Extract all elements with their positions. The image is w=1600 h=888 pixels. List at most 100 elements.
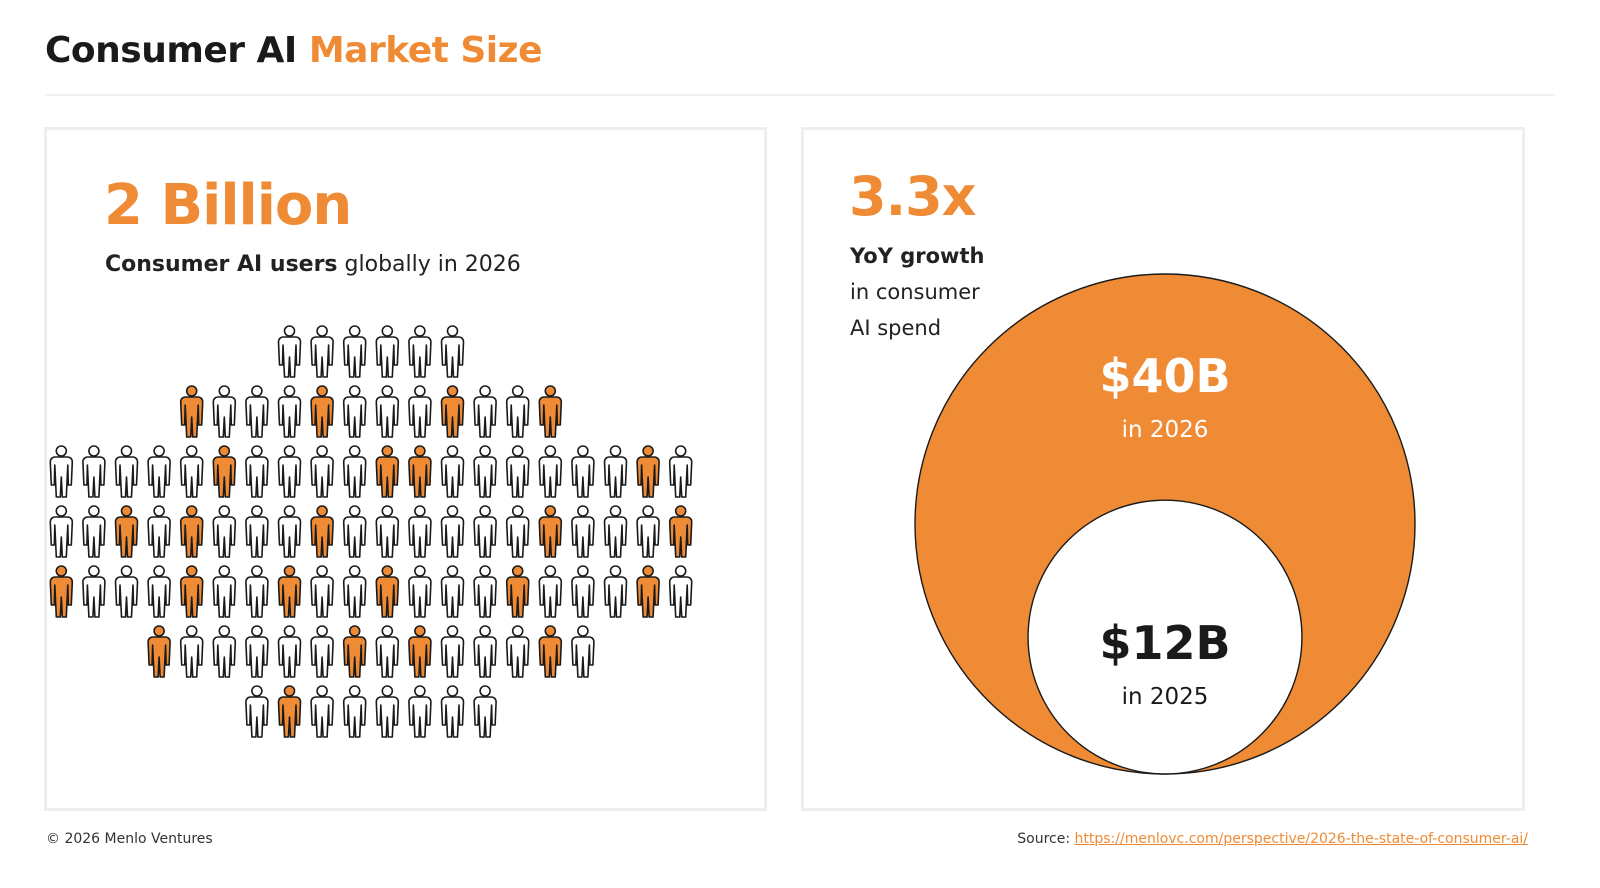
person-head <box>511 505 524 517</box>
person-icon <box>375 325 400 378</box>
person-head <box>642 565 654 577</box>
person-head <box>218 625 231 637</box>
person-head <box>414 625 426 637</box>
person-body <box>505 396 530 438</box>
person-body <box>342 696 367 738</box>
person-head <box>283 625 296 637</box>
person-icon <box>473 685 497 738</box>
person-body <box>408 396 432 438</box>
person-head <box>316 625 328 637</box>
person-icon-highlighted <box>440 385 465 438</box>
person-body <box>473 576 497 618</box>
person-icon <box>310 625 334 678</box>
person-head <box>544 505 557 517</box>
person-icon-highlighted <box>277 685 302 738</box>
person-icon-highlighted <box>179 505 204 558</box>
person-icon <box>538 565 563 618</box>
person-icon <box>440 445 465 498</box>
person-head <box>479 565 491 577</box>
person-icon <box>245 385 269 438</box>
person-icon <box>440 685 465 738</box>
person-icon <box>245 505 269 558</box>
person-icon <box>571 445 595 498</box>
person-icon <box>636 505 660 558</box>
person-head <box>414 385 426 397</box>
person-head <box>251 385 263 397</box>
person-icon <box>114 445 139 498</box>
person-icon-highlighted <box>538 505 563 558</box>
person-head <box>283 325 296 337</box>
person-body <box>375 576 400 618</box>
person-head <box>251 565 263 577</box>
person-body <box>342 636 367 678</box>
person-icon <box>147 445 171 498</box>
person-icon <box>408 565 432 618</box>
person-icon <box>473 565 497 618</box>
person-icon-highlighted <box>342 625 367 678</box>
person-head <box>577 445 589 457</box>
person-icon <box>668 565 693 618</box>
person-body <box>245 696 269 738</box>
person-head <box>120 445 133 457</box>
person-icon <box>440 565 465 618</box>
person-body <box>245 636 269 678</box>
source-note: Source: https://menlovc.com/perspective/… <box>1017 831 1528 847</box>
source-link[interactable]: https://menlovc.com/perspective/2026-the… <box>1074 831 1528 847</box>
person-icon <box>114 565 139 618</box>
person-head <box>642 505 654 517</box>
person-icon <box>49 505 74 558</box>
person-head <box>479 505 491 517</box>
person-head <box>414 505 426 517</box>
person-body <box>440 696 465 738</box>
person-head <box>283 385 296 397</box>
users-stat: 2 Billion <box>104 173 352 238</box>
person-icon <box>82 445 106 498</box>
person-body <box>342 396 367 438</box>
person-body <box>440 456 465 498</box>
person-body <box>310 336 334 378</box>
source-label: Source: <box>1017 831 1071 847</box>
person-head <box>479 385 491 397</box>
person-body <box>571 636 595 678</box>
person-icon <box>179 625 204 678</box>
person-icon <box>179 445 204 498</box>
person-body <box>49 456 74 498</box>
person-head <box>577 565 589 577</box>
title-main: Consumer AI <box>45 30 297 71</box>
person-body <box>245 456 269 498</box>
person-icon <box>277 505 302 558</box>
person-body <box>408 456 432 498</box>
person-head <box>120 565 133 577</box>
person-icon-highlighted <box>375 445 400 498</box>
person-body <box>571 456 595 498</box>
copyright: © 2026 Menlo Ventures <box>46 831 213 847</box>
person-head <box>348 325 361 337</box>
person-body <box>179 456 204 498</box>
person-head <box>511 385 524 397</box>
person-head <box>674 505 687 517</box>
person-body <box>538 396 563 438</box>
person-body <box>179 516 204 558</box>
person-icon <box>310 685 334 738</box>
person-body <box>408 696 432 738</box>
person-head <box>316 565 328 577</box>
person-body <box>342 456 367 498</box>
person-icon <box>310 565 334 618</box>
person-icon-highlighted <box>49 565 74 618</box>
person-body <box>310 636 334 678</box>
person-head <box>381 385 394 397</box>
person-icon <box>82 565 106 618</box>
person-body <box>245 396 269 438</box>
person-body <box>375 636 400 678</box>
person-body <box>440 336 465 378</box>
person-head <box>446 685 459 697</box>
person-body <box>114 576 139 618</box>
person-head <box>218 505 231 517</box>
person-icon <box>408 685 432 738</box>
person-icon-highlighted <box>668 505 693 558</box>
person-icon <box>440 625 465 678</box>
person-head <box>316 385 328 397</box>
person-head <box>674 565 687 577</box>
person-body <box>668 576 693 618</box>
person-head <box>153 565 165 577</box>
